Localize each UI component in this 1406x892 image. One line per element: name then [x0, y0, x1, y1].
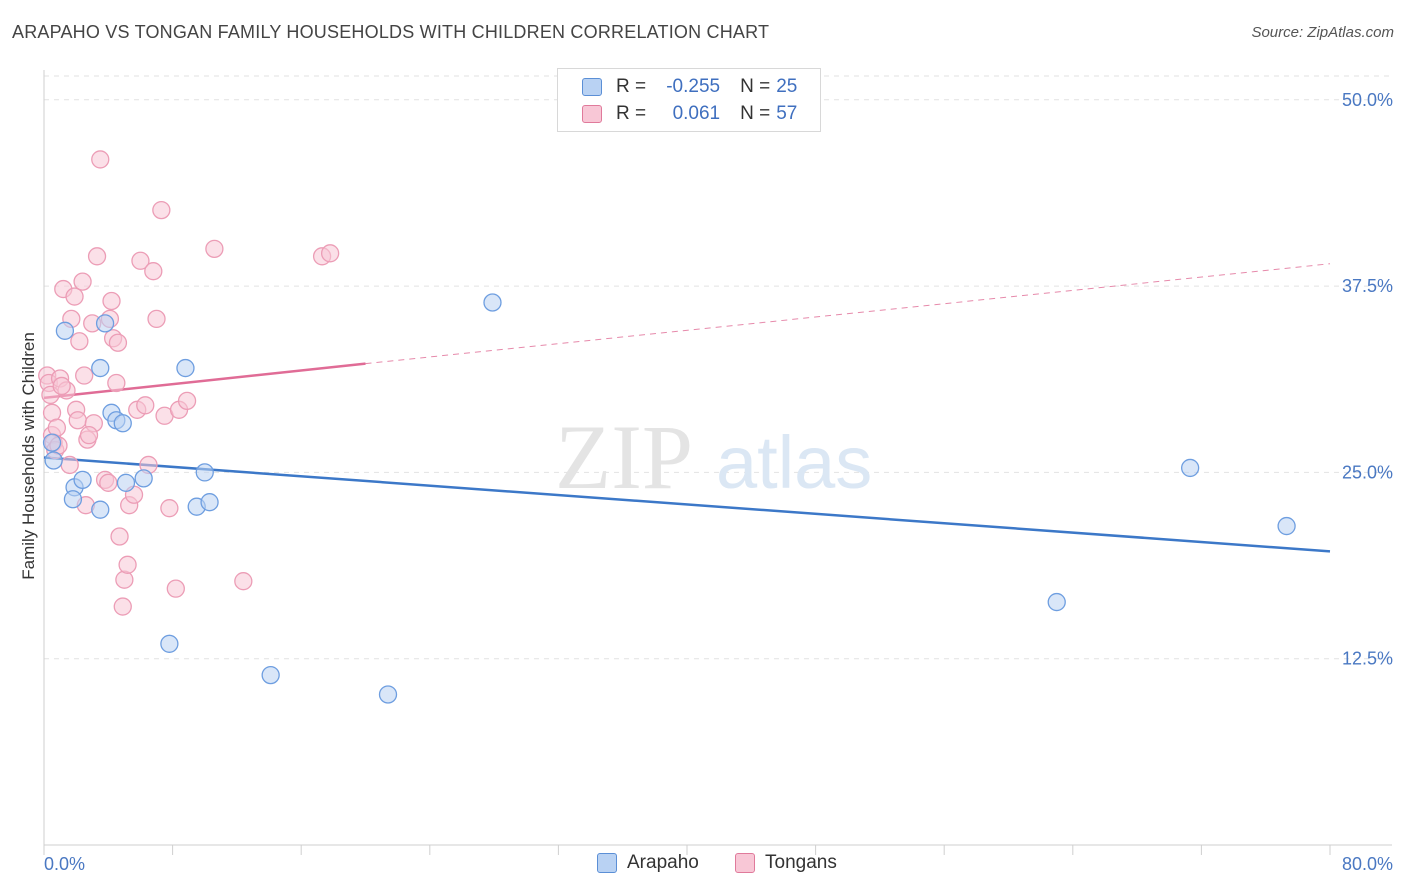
watermark-atlas: atlas: [716, 421, 872, 504]
data-point-tongans: [60, 455, 79, 475]
data-point-tongans: [147, 309, 166, 329]
data-point-tongans: [205, 239, 224, 258]
trend-line-arapaho: [43, 456, 1331, 553]
data-point-arapaho: [44, 451, 63, 470]
legend-label-tongans: Tongans: [765, 852, 837, 873]
data-point-arapaho: [91, 500, 110, 519]
data-point-tongans: [73, 272, 92, 291]
data-points: [38, 150, 1296, 704]
data-point-tongans: [160, 499, 179, 518]
legend-label-arapaho: Arapaho: [627, 852, 699, 873]
tick-labels: 12.5% 25.0% 37.5% 50.0% 0.0% 80.0%: [44, 90, 1393, 874]
data-point-arapaho: [42, 433, 62, 452]
data-point-arapaho: [261, 665, 280, 685]
watermark-zip: ZIP: [555, 406, 693, 508]
data-point-tongans: [115, 570, 134, 589]
data-point-arapaho: [195, 463, 214, 482]
data-point-arapaho: [63, 490, 83, 509]
data-point-arapaho: [378, 685, 398, 704]
data-point-arapaho: [55, 321, 75, 340]
data-point-tongans: [118, 555, 137, 574]
source-label: Source: ZipAtlas.com: [1251, 24, 1394, 41]
n-label: N =: [740, 103, 771, 124]
data-point-arapaho: [134, 469, 153, 488]
data-point-tongans: [131, 251, 150, 270]
data-point-tongans: [108, 333, 128, 352]
data-point-tongans: [152, 200, 171, 220]
data-point-tongans: [320, 244, 340, 263]
data-point-tongans: [177, 391, 197, 411]
r-label: R =: [616, 76, 647, 97]
data-point-tongans: [136, 396, 155, 415]
data-point-tongans: [87, 247, 107, 266]
data-point-arapaho: [113, 414, 132, 433]
data-point-tongans: [234, 572, 253, 591]
data-point-tongans: [110, 527, 129, 546]
data-point-arapaho: [116, 473, 136, 492]
data-point-tongans: [52, 376, 71, 396]
data-point-tongans: [91, 150, 110, 169]
data-point-arapaho: [1047, 592, 1066, 612]
tongans-swatch: [582, 105, 602, 123]
data-point-tongans: [166, 579, 185, 598]
data-point-arapaho: [1180, 458, 1200, 478]
r-value: 0.061: [672, 103, 721, 124]
x-tick-label-min: 0.0%: [44, 854, 85, 874]
data-point-arapaho: [1277, 516, 1296, 536]
r-label: R =: [616, 103, 647, 124]
trend-line-tongans-dashed: [365, 263, 1331, 365]
tongans-legend-swatch: [735, 853, 755, 873]
stats-row-tongans: R = 0.061 N = 57: [582, 101, 797, 127]
trend-line-tongans-solid: [43, 362, 366, 400]
data-point-tongans: [79, 425, 99, 445]
data-point-arapaho: [483, 293, 502, 312]
x-tick-label-max: 80.0%: [1342, 854, 1393, 874]
y-tick-label: 37.5%: [1342, 276, 1393, 296]
trend-lines: [43, 263, 1331, 553]
data-point-arapaho: [200, 493, 219, 512]
data-point-arapaho: [73, 470, 92, 490]
data-point-tongans: [144, 262, 163, 281]
y-tick-label: 12.5%: [1342, 649, 1393, 669]
series-legend: Arapaho Tongans: [0, 852, 1406, 878]
stats-legend: R = -0.255 N = 25 R = 0.061 N = 57: [557, 68, 821, 132]
data-point-tongans: [65, 287, 84, 306]
watermark: ZIP atlas: [555, 406, 872, 508]
y-tick-label: 50.0%: [1342, 90, 1393, 110]
data-point-arapaho: [95, 314, 115, 333]
data-point-arapaho: [91, 358, 110, 378]
data-point-tongans: [70, 332, 89, 351]
arapaho-legend-swatch: [597, 853, 617, 873]
y-tick-label: 25.0%: [1342, 462, 1393, 482]
n-value: 25: [776, 76, 798, 97]
data-point-tongans: [68, 411, 87, 430]
data-point-tongans: [75, 366, 94, 385]
data-point-tongans: [107, 373, 126, 393]
legend-item-arapaho[interactable]: Arapaho: [597, 852, 699, 874]
n-value: 57: [776, 103, 798, 124]
data-point-arapaho: [176, 358, 195, 378]
data-point-arapaho: [160, 634, 179, 653]
r-value: -0.255: [666, 76, 721, 97]
data-point-tongans: [102, 291, 121, 311]
grid-lines: [44, 75, 1392, 660]
data-point-tongans: [113, 597, 132, 616]
legend-item-tongans[interactable]: Tongans: [735, 852, 837, 874]
arapaho-swatch: [582, 78, 602, 96]
n-label: N =: [740, 76, 771, 97]
y-axis-label: Family Households with Children: [19, 332, 38, 580]
data-point-tongans: [99, 473, 118, 492]
chart-title: ARAPAHO VS TONGAN FAMILY HOUSEHOLDS WITH…: [12, 22, 770, 42]
stats-row-arapaho: R = -0.255 N = 25: [582, 74, 797, 100]
